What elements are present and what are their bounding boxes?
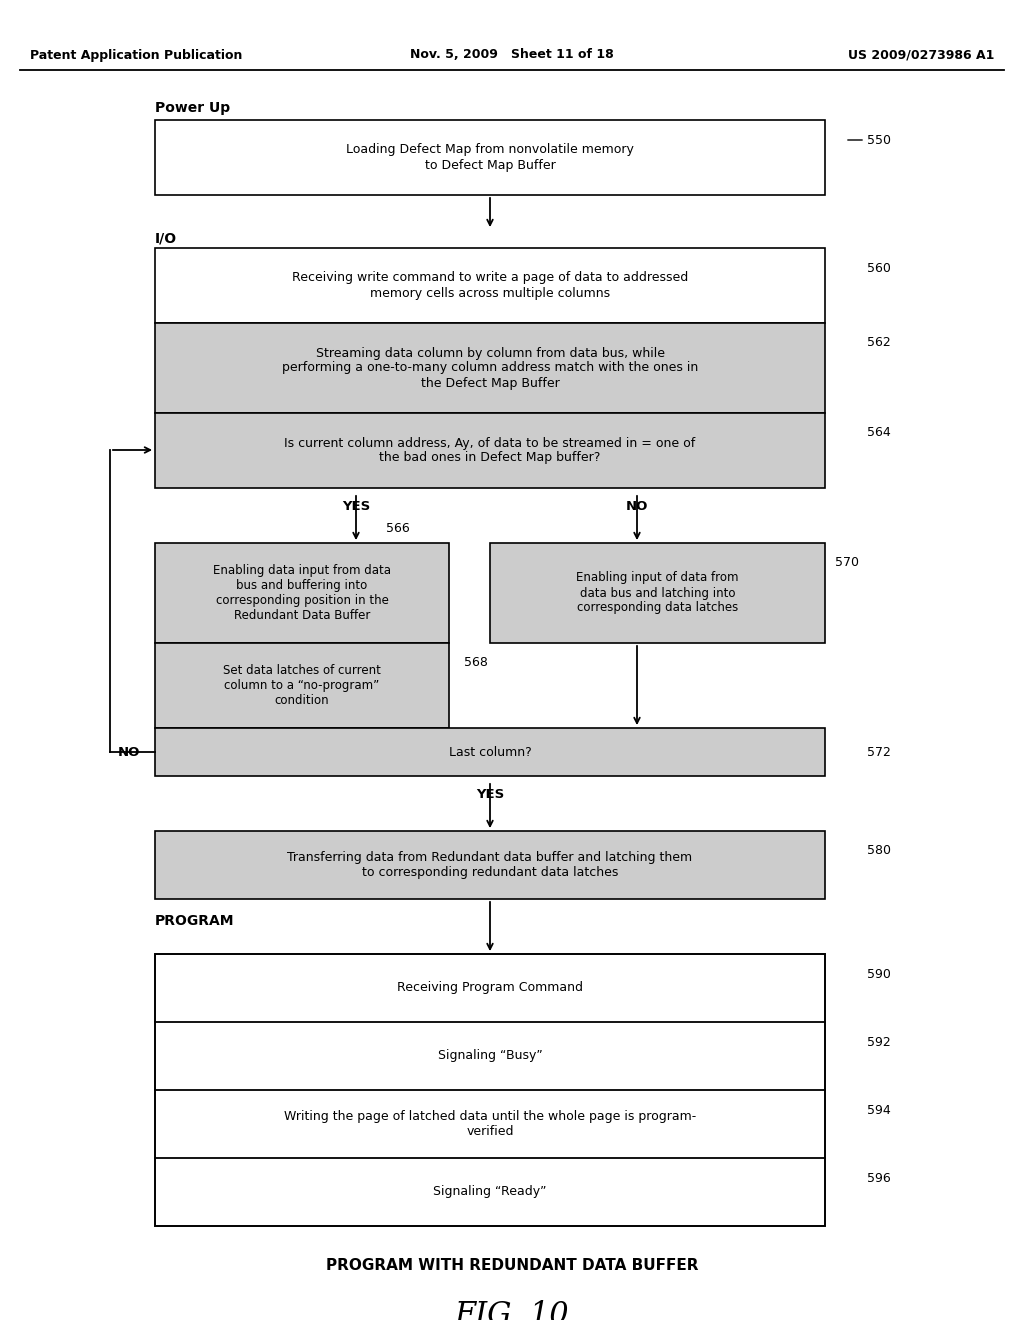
Bar [155,643,449,729]
Text: PROGRAM WITH REDUNDANT DATA BUFFER: PROGRAM WITH REDUNDANT DATA BUFFER [326,1258,698,1274]
Text: NO: NO [118,746,140,759]
Bar [155,413,825,488]
Text: 590: 590 [867,968,891,981]
Text: 560: 560 [867,261,891,275]
Bar [155,248,825,323]
Text: Signaling “Busy”: Signaling “Busy” [437,1049,543,1063]
Text: 550: 550 [867,133,891,147]
Bar [155,954,825,1226]
Text: 564: 564 [867,426,891,440]
Text: PROGRAM: PROGRAM [155,913,234,928]
Bar [155,832,825,899]
Text: Receiving Program Command: Receiving Program Command [397,982,583,994]
Text: Receiving write command to write a page of data to addressed
memory cells across: Receiving write command to write a page … [292,272,688,300]
Text: US 2009/0273986 A1: US 2009/0273986 A1 [848,49,994,62]
Text: Signaling “Ready”: Signaling “Ready” [433,1185,547,1199]
Text: YES: YES [342,499,370,512]
Text: 570: 570 [835,557,859,569]
Text: Patent Application Publication: Patent Application Publication [30,49,243,62]
Text: Writing the page of latched data until the whole page is program-
verified: Writing the page of latched data until t… [284,1110,696,1138]
Text: Enabling data input from data
bus and buffering into
corresponding position in t: Enabling data input from data bus and bu… [213,564,391,622]
Text: 572: 572 [867,746,891,759]
Text: 580: 580 [867,845,891,858]
Text: Last column?: Last column? [449,746,531,759]
Text: FIG. 10: FIG. 10 [455,1300,569,1320]
Text: Loading Defect Map from nonvolatile memory
to Defect Map Buffer: Loading Defect Map from nonvolatile memo… [346,144,634,172]
Text: Streaming data column by column from data bus, while
performing a one-to-many co: Streaming data column by column from dat… [282,346,698,389]
Bar [155,120,825,195]
Text: 562: 562 [867,337,891,350]
Bar [490,543,825,643]
Text: NO: NO [626,499,648,512]
Text: 594: 594 [867,1104,891,1117]
Text: I/O: I/O [155,231,177,246]
Text: Is current column address, Ay, of data to be streamed in = one of
the bad ones i: Is current column address, Ay, of data t… [285,437,695,465]
Text: 566: 566 [386,521,410,535]
Text: Enabling input of data from
data bus and latching into
corresponding data latche: Enabling input of data from data bus and… [577,572,738,615]
Text: Power Up: Power Up [155,102,230,115]
Text: 596: 596 [867,1172,891,1184]
Text: YES: YES [476,788,504,800]
Text: Set data latches of current
column to a “no-program”
condition: Set data latches of current column to a … [223,664,381,708]
Bar [155,729,825,776]
Text: 592: 592 [867,1035,891,1048]
Bar [155,323,825,413]
Text: Transferring data from Redundant data buffer and latching them
to corresponding : Transferring data from Redundant data bu… [288,851,692,879]
Bar [155,543,449,643]
Text: 568: 568 [464,656,487,669]
Text: Nov. 5, 2009   Sheet 11 of 18: Nov. 5, 2009 Sheet 11 of 18 [411,49,613,62]
